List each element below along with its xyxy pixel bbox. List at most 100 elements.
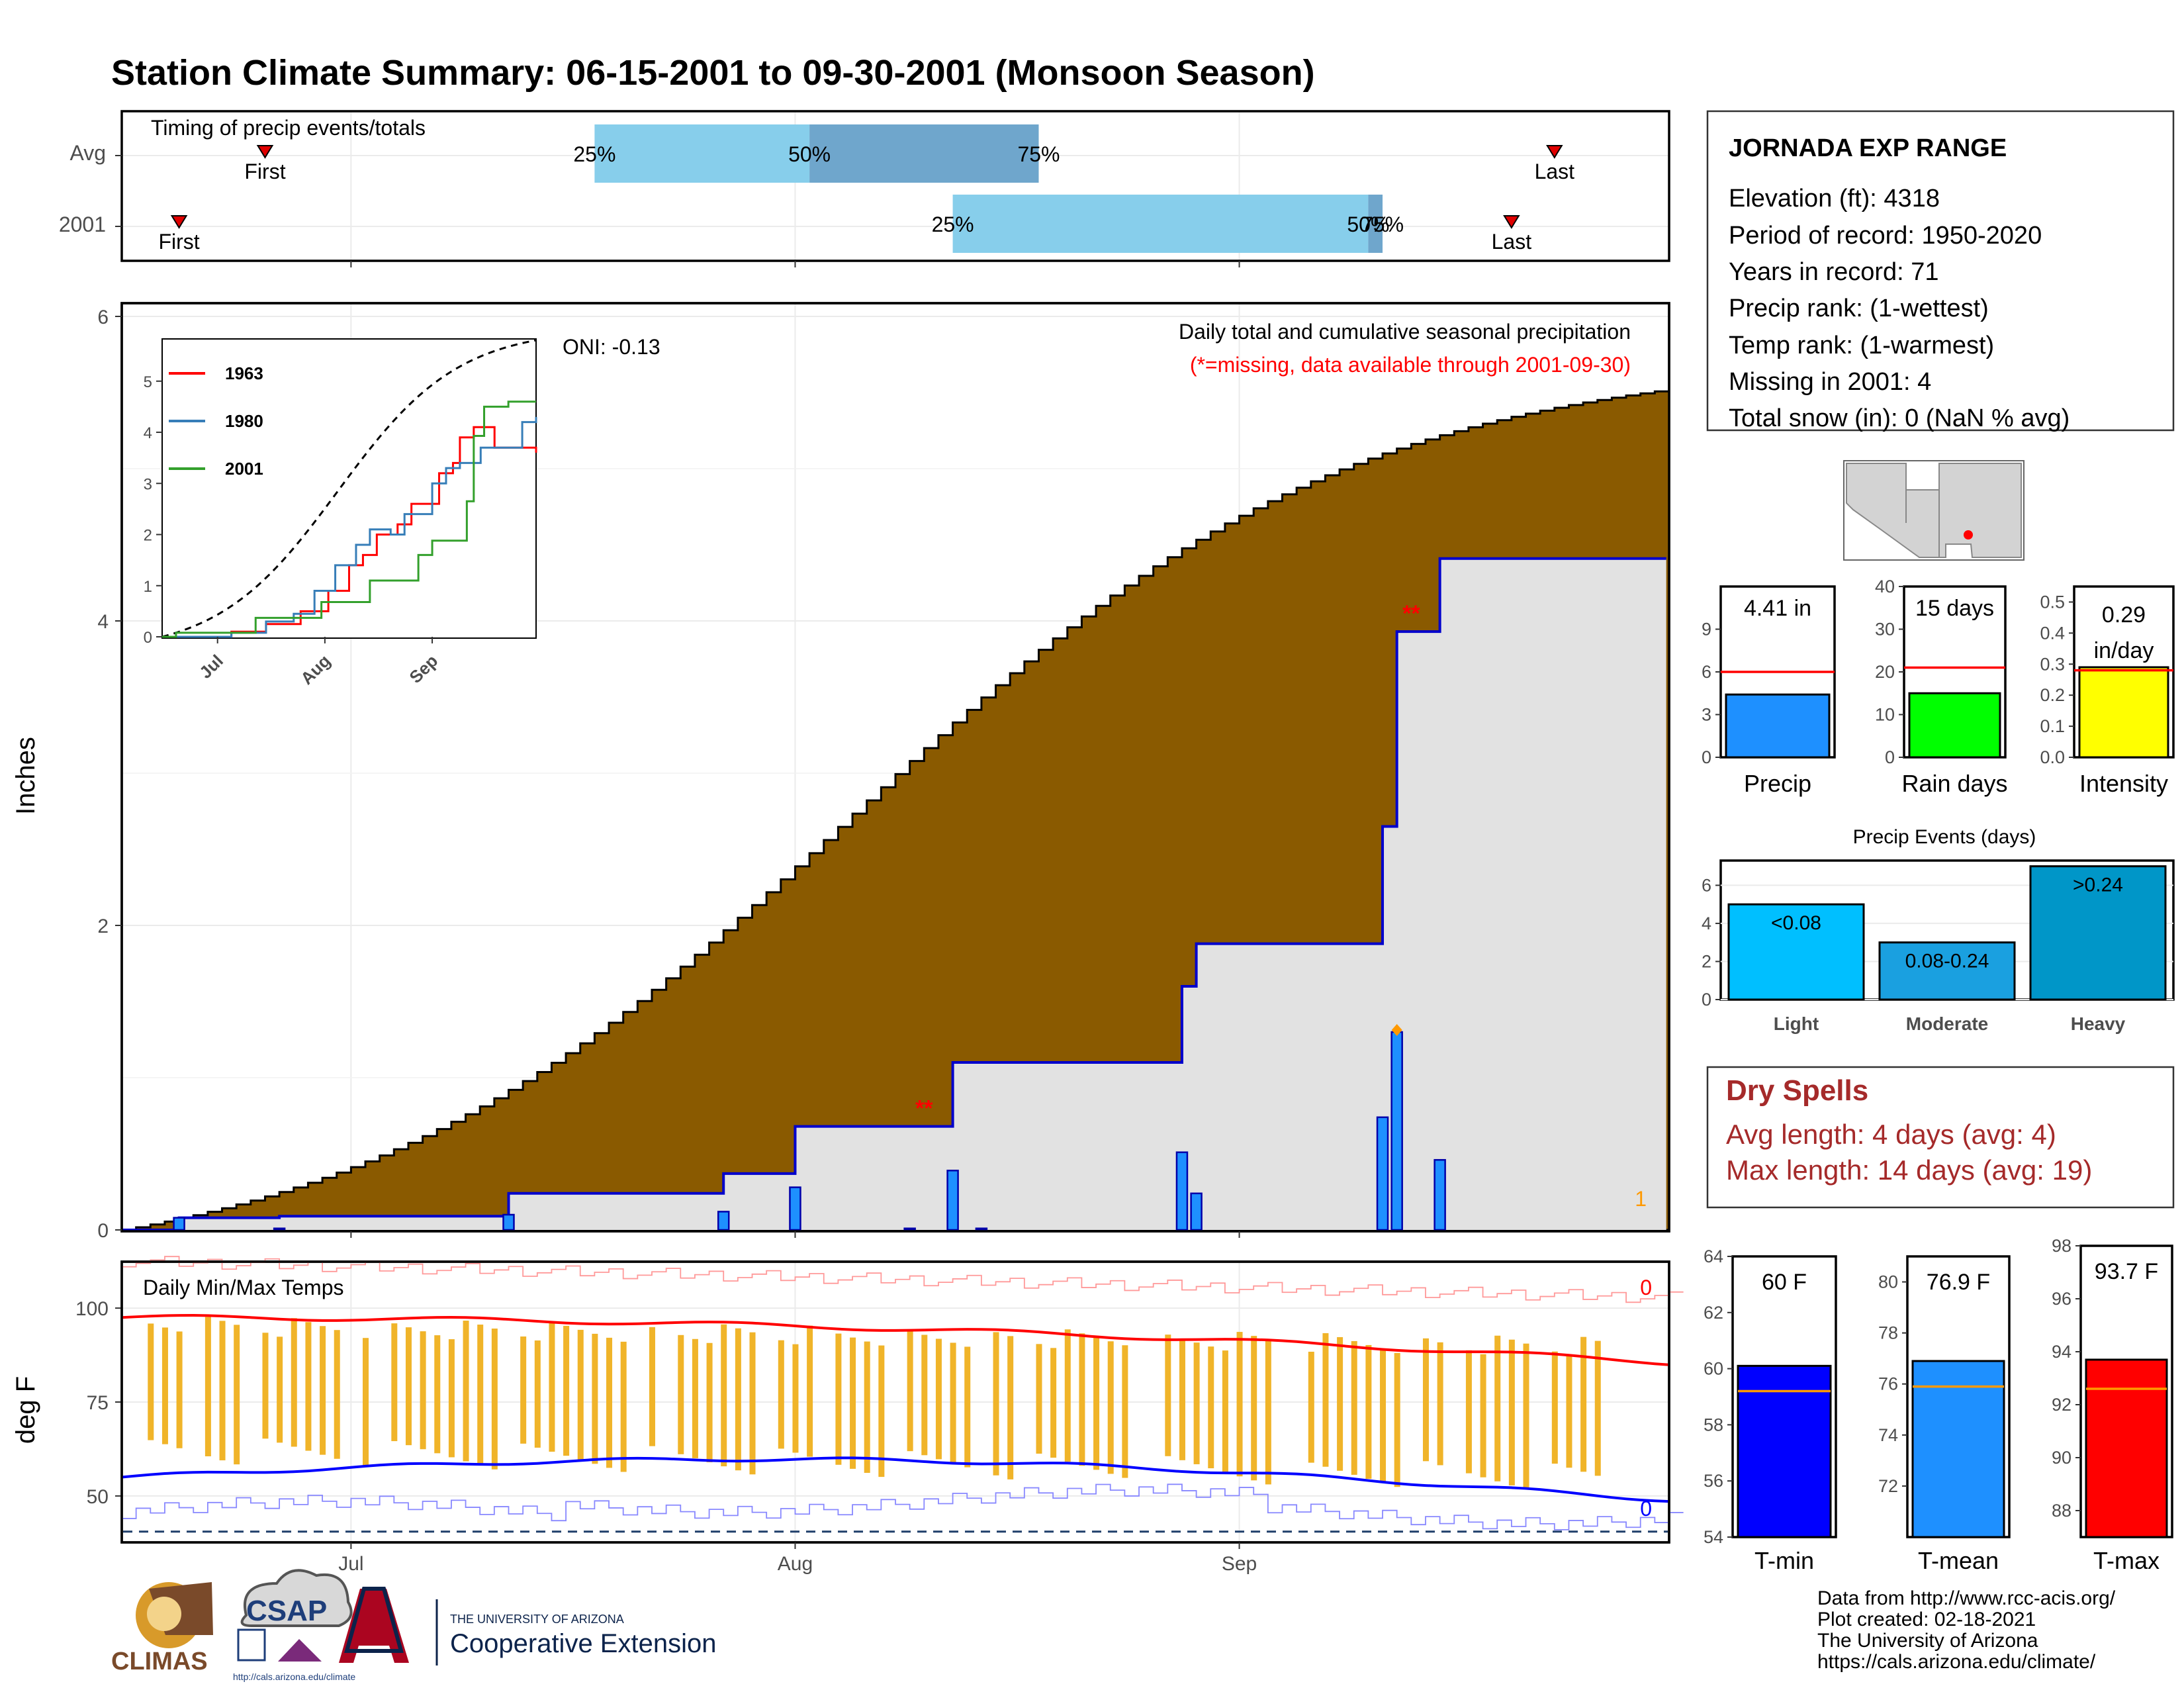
- footer-university: The University of Arizona: [1817, 1630, 2038, 1652]
- daily-temp-range-bar: [1308, 1352, 1314, 1463]
- daily-temp-range-bar: [964, 1346, 971, 1468]
- daily-temp-range-bar: [1480, 1354, 1486, 1477]
- temp-summary-y-tick-label: 80: [1878, 1272, 1898, 1292]
- inset-y-tick-label: 2: [144, 527, 152, 545]
- dry-spells-avg: Avg length: 4 days (avg: 4): [1726, 1119, 2056, 1150]
- temp-summary-y-tick-label: 94: [2052, 1342, 2071, 1362]
- daily-temp-range-bar: [219, 1321, 226, 1461]
- temp-summary-category-label: T-mean: [1918, 1547, 1999, 1574]
- timing-2001-q75-label: 75%: [1361, 212, 1404, 236]
- temp-y-tick-label: 50: [87, 1486, 109, 1508]
- inset-avg-dashed-line: [161, 339, 537, 638]
- daily-precip-bar: [1433, 1158, 1446, 1231]
- daily-temp-range-bar: [161, 1327, 168, 1444]
- timing-row-label-avg: Avg: [69, 141, 106, 165]
- intensity-value-label: 0.29: [2102, 602, 2146, 628]
- precip-event-bar-light: [1727, 903, 1865, 1001]
- daily-temp-range-bar: [835, 1333, 842, 1465]
- daily-temp-range-bar: [606, 1337, 613, 1468]
- temp-summary-y-tick-label: 90: [2052, 1448, 2071, 1468]
- precip-events-y-tick-label: 2: [1702, 951, 1711, 971]
- summary-y-tick-label: 0.4: [2040, 623, 2065, 643]
- daily-temp-range-bar: [1265, 1340, 1271, 1485]
- inset-y-tick-label: 1: [144, 578, 152, 596]
- summary-y-tick-label: 40: [1875, 577, 1895, 596]
- precip-y-axis-label: Inches: [11, 737, 40, 815]
- daily-temp-range-bar: [1351, 1340, 1357, 1475]
- daily-temp-range-bar: [950, 1342, 956, 1464]
- daily-temp-range-bar: [1165, 1335, 1171, 1456]
- summary-y-tick-label: 6: [1702, 662, 1711, 682]
- csap-logo: CSAP http://cals.arizona.edu/climate: [233, 1569, 355, 1682]
- inset-legend-label-2001: 2001: [225, 459, 263, 479]
- daily-temp-range-bar: [463, 1321, 469, 1462]
- daily-temp-range-bar: [649, 1327, 655, 1446]
- precip-event-category-label: Light: [1774, 1013, 1819, 1034]
- station-info-box: JORNADA EXP RANGE Elevation (ft): 4318 P…: [1706, 110, 2175, 432]
- daily-temp-range-bar: [921, 1335, 928, 1456]
- temp-summary-y-tick-label: 76: [1878, 1374, 1898, 1394]
- daily-temp-range-bar: [148, 1323, 154, 1440]
- daily-temp-range-bar: [1337, 1336, 1343, 1471]
- footer-plot-created: Plot created: 02-18-2021: [1817, 1609, 2036, 1630]
- daily-temp-range-bar: [391, 1323, 398, 1442]
- timing-2001-q50-label: 50%: [1347, 212, 1389, 236]
- summary-y-tick-label: 9: [1702, 620, 1711, 639]
- temp-summary-y-tick-label: 78: [1878, 1323, 1898, 1343]
- daily-temp-range-bar: [1179, 1338, 1185, 1460]
- precip-corner-label: 1: [1635, 1187, 1647, 1211]
- timing-2001-first-label: First: [158, 230, 199, 254]
- inset-y-tick-label: 3: [144, 475, 152, 493]
- daily-temp-range-bar: [520, 1336, 527, 1444]
- daily-temp-range-bar: [434, 1335, 441, 1454]
- daily-precip-bar: [1376, 1116, 1389, 1231]
- footer-credits: Data from http://www.rcc-acis.org/ Plot …: [1817, 1587, 2116, 1673]
- daily-temp-range-bar: [320, 1326, 326, 1455]
- temp-summary-y-tick-label: 92: [2052, 1395, 2071, 1415]
- temp-summary-y-tick-label: 96: [2052, 1289, 2071, 1309]
- normal-low-temp-line: [121, 1456, 1670, 1503]
- timing-avg-last-marker: [1546, 145, 1563, 159]
- temp-summary-y-tick-label: 72: [1878, 1476, 1898, 1496]
- daily-temp-range-bar: [448, 1339, 455, 1458]
- dry-spells-box: Dry Spells Avg length: 4 days (avg: 4) M…: [1706, 1066, 2175, 1209]
- precip-y-tick-label: 0: [97, 1220, 109, 1242]
- daily-temp-range-bar: [305, 1322, 312, 1451]
- summary-y-tick-label: 0.5: [2040, 592, 2065, 612]
- summary-category-label: Rain days: [1901, 770, 2007, 797]
- daily-temp-range-bar: [577, 1329, 584, 1460]
- precip-total-label: 4.41 in: [1744, 596, 1811, 621]
- precip-panel: ** ** Daily total and cumulative seasonal…: [11, 302, 1670, 1242]
- timing-avg-q25-label: 25%: [573, 142, 615, 166]
- precip-event-category-label: Moderate: [1906, 1013, 1988, 1034]
- temp-summary-y-tick-label: 64: [1704, 1246, 1723, 1266]
- precip-events-y-tick-label: 4: [1702, 914, 1711, 933]
- daily-temp-range-bar: [549, 1321, 555, 1452]
- daily-temp-range-bar: [1437, 1342, 1443, 1466]
- temp-summary-y-tick-label: 56: [1704, 1471, 1723, 1491]
- daily-temp-range-bar: [1122, 1345, 1128, 1478]
- summary-bar-Rain days: [1908, 692, 2001, 759]
- timing-row-label-2001: 2001: [59, 212, 106, 236]
- daily-temp-range-bar: [234, 1325, 240, 1465]
- daily-temp-range-bar: [1422, 1338, 1429, 1462]
- timing-avg-q50-label: 50%: [788, 142, 831, 166]
- station-period: Period of record: 1950-2020: [1729, 222, 2042, 250]
- daily-temp-range-bar: [1580, 1336, 1587, 1472]
- summary-y-tick-label: 20: [1875, 662, 1895, 682]
- csap-logo-text: CSAP: [246, 1595, 327, 1627]
- summary-category-label: Intensity: [2079, 770, 2168, 797]
- daily-temp-range-bar: [334, 1330, 340, 1459]
- timing-avg-q25-q50-bar: [594, 124, 810, 183]
- daily-temp-range-bar: [405, 1327, 412, 1446]
- temp-summary-value-label: 76.9 F: [1927, 1270, 1990, 1295]
- daily-precip-bar: [1190, 1192, 1203, 1231]
- daily-temp-range-bar: [864, 1341, 870, 1473]
- daily-temp-range-bar: [563, 1325, 570, 1456]
- missing-data-marker: **: [1402, 601, 1420, 626]
- precip-events-y-tick-label: 0: [1702, 990, 1711, 1009]
- precip-event-category-label: Heavy: [2071, 1013, 2126, 1034]
- temp-summary-y-tick-label: 62: [1704, 1303, 1723, 1323]
- climas-logo-text: CLIMAS: [111, 1648, 208, 1675]
